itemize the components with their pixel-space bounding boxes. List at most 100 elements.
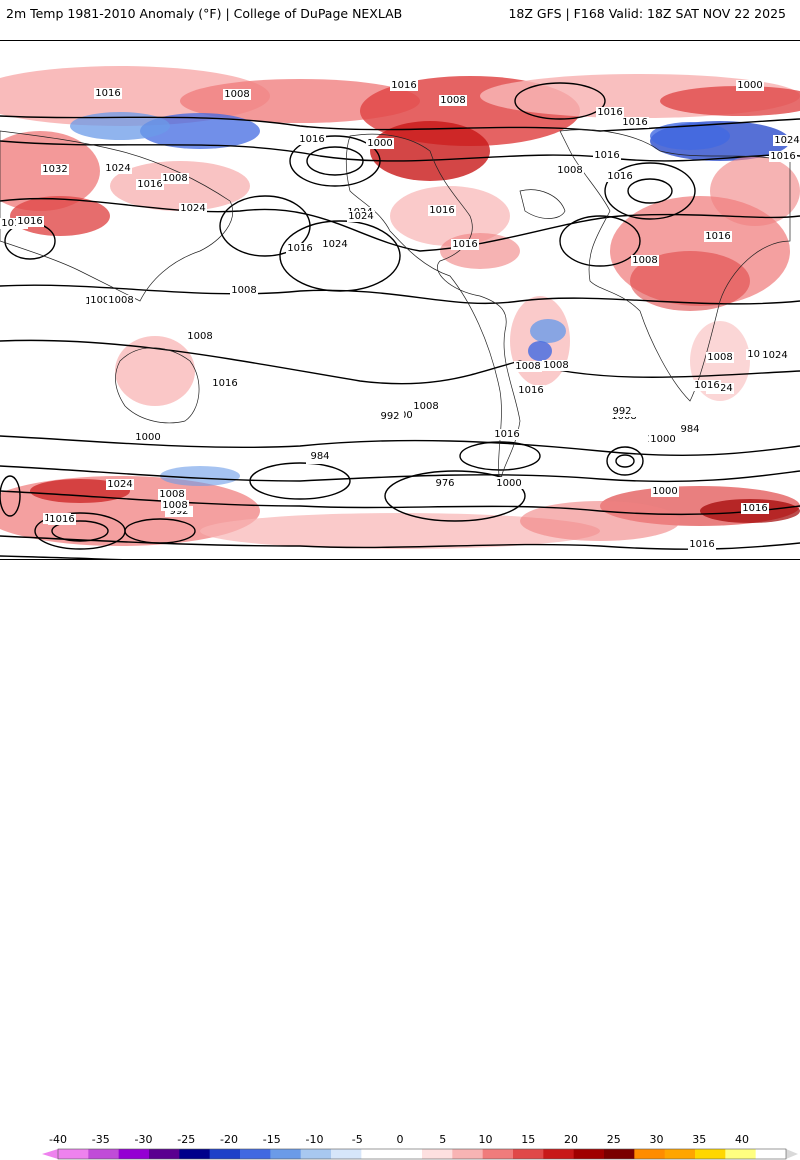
colorbar-segment [300, 1149, 332, 1159]
colorbar-min-arrow [42, 1149, 58, 1159]
isobar-label-bg [223, 89, 251, 100]
isobar-label: 1016 [429, 205, 454, 216]
colorbar-segment [452, 1149, 484, 1159]
valid-time: 18Z GFS | F168 Valid: 18Z SAT NOV 22 202… [508, 6, 786, 21]
isobar-label: 1008 [90, 295, 115, 306]
isobar-label-bg [89, 295, 117, 306]
isobar-label: 1024 [107, 479, 132, 490]
isobar-label-bg [211, 378, 239, 389]
colorbar-segment [270, 1149, 302, 1159]
isobar-label-bg [736, 80, 764, 91]
colorbar-tick-label: -30 [134, 1133, 153, 1146]
isobar-label: 1008 [187, 331, 212, 342]
isobar-label: 1016 [518, 385, 543, 396]
isobar-label-bg [621, 117, 649, 128]
isobar-label: 1008 [543, 360, 568, 371]
isobar-label-bg [741, 503, 769, 514]
isobar-label-bg [94, 88, 122, 99]
isobar-label: 1008 [413, 401, 438, 412]
colorbar-tick-label: 30 [649, 1133, 664, 1146]
map-canvas: 1016100810161008100010161024103210241016… [0, 66, 800, 559]
isobar-label: 992 [169, 506, 188, 517]
isobar-label-bg [431, 478, 459, 489]
isobar-label: 1008 [231, 285, 256, 296]
isobar-label: 1008 [440, 95, 465, 106]
header: 2m Temp 1981-2010 Anomaly (°F) | College… [0, 0, 800, 40]
colorbar-tick-label: 0 [396, 1133, 404, 1146]
isobar-label-bg [230, 285, 258, 296]
isobar-label-bg [706, 352, 734, 363]
colorbar-segment [331, 1149, 362, 1159]
colorbar-segment [240, 1149, 271, 1159]
isobar-labels: 1016100810161008100010161024103210241016… [0, 80, 800, 550]
isobar-label-bg [104, 163, 132, 174]
isobar-label-bg [631, 255, 659, 266]
isobar-label: 1016 [287, 243, 312, 254]
colorbar-segment [755, 1149, 787, 1159]
isobar-label-bg [514, 361, 542, 372]
isobar-label: 984 [310, 451, 329, 462]
isobar-label: 1016 [694, 380, 719, 391]
isobar-label-bg [390, 80, 418, 91]
isobar-label-bg [136, 179, 164, 190]
isobar-label: 976 [435, 478, 454, 489]
isobar-label: 1016 [747, 349, 772, 360]
colorbar-segment [209, 1149, 241, 1159]
isobar-label: 1024 [348, 211, 373, 222]
isobar-label: 1016 [452, 239, 477, 250]
isobar-contours [0, 82, 800, 559]
colorbar-tick-label: -5 [351, 1133, 363, 1146]
colorbar-tick-label: 20 [564, 1133, 578, 1146]
isobar-label-bg [321, 239, 349, 250]
colorbar-segment [149, 1149, 180, 1159]
isobar-label: 1008 [515, 361, 540, 372]
isobar-label: 1008 [108, 295, 133, 306]
isobar-label: 1024 [774, 135, 799, 146]
colorbar-segment [118, 1149, 150, 1159]
colorbar-tick-label: 15 [521, 1133, 536, 1146]
isobar-label-bg [161, 173, 189, 184]
isobar-label-bg [761, 350, 789, 361]
isobar-label: 1016 [597, 107, 622, 118]
isobar-label-bg [693, 380, 721, 391]
isobar-label-bg [48, 514, 76, 525]
isobar-label: 1016 [594, 150, 619, 161]
colorbar-segment [88, 1149, 120, 1159]
isobar-label: 984 [680, 424, 699, 435]
colorbar-tick-label: -10 [305, 1133, 324, 1146]
isobar-label-bg [16, 216, 44, 227]
isobar-label: 1024 [105, 163, 130, 174]
colorbar-max-arrow [786, 1149, 798, 1159]
colorbar-segment [58, 1149, 89, 1159]
isobar-label-bg [0, 218, 28, 229]
colorbar-tick-label: 35 [692, 1133, 707, 1146]
isobar-label: 1016 [622, 117, 647, 128]
isobar-label-bg [286, 243, 314, 254]
isobar-label: 1000 [367, 138, 392, 149]
isobar-label: 1008 [557, 165, 582, 176]
isobar-label: 1024 [180, 203, 205, 214]
colorbar-segment [422, 1149, 453, 1159]
isobar-label-bg [376, 411, 404, 422]
isobar-label-bg [106, 479, 134, 490]
colorbar-tick-label: -35 [91, 1133, 110, 1146]
isobar-label: 1008 [162, 173, 187, 184]
colorbar-tick-labels: -40 -35 -30 -25 -20 -15 -10 -5 0 5 10 15 20 25 30 35 40 [0, 1133, 800, 1147]
colorbar-segment [725, 1149, 757, 1159]
colorbar-tick-label: -40 [49, 1133, 67, 1146]
isobar-label: 1016 [689, 539, 714, 550]
isobar-label-bg [179, 203, 207, 214]
isobar-label: 1000 [135, 432, 160, 443]
colorbar-tick-label: -15 [262, 1133, 281, 1146]
isobar-label: 1000 [652, 486, 677, 497]
isobar-label: 1016 [607, 171, 632, 182]
product-title: 2m Temp 1981-2010 Anomaly (°F) | College… [6, 6, 403, 21]
isobar-label: 1008 [224, 89, 249, 100]
colorbar-segment [513, 1149, 544, 1159]
isobar-label-bg [428, 205, 456, 216]
colorbar-tick-label: 40 [735, 1133, 749, 1146]
isobar-label-bg [366, 138, 394, 149]
isobar-label: 992 [380, 411, 399, 422]
isobar-label-bg [439, 95, 467, 106]
isobar-label-bg [542, 360, 570, 371]
